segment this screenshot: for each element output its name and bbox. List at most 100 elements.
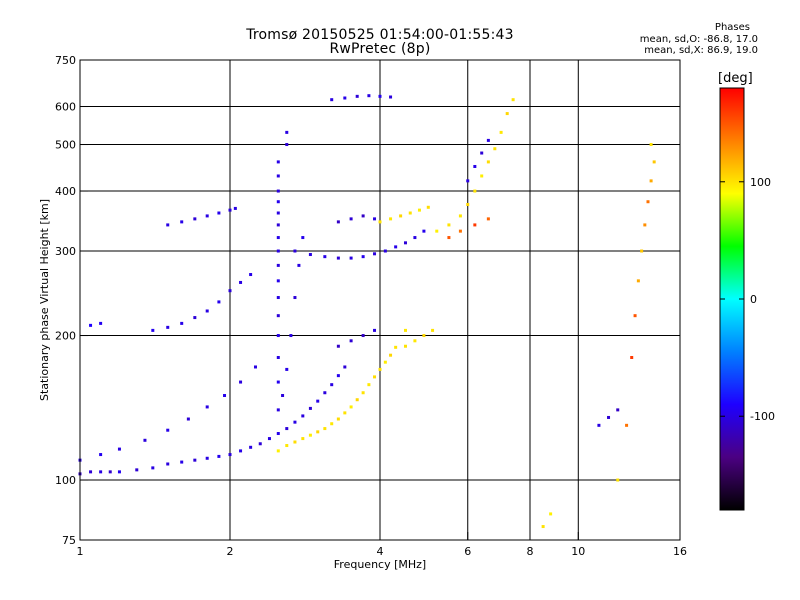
scatter-point	[373, 217, 377, 221]
scatter-point	[166, 462, 170, 466]
scatter-point	[505, 112, 509, 116]
scatter-point	[276, 200, 280, 204]
scatter-point	[408, 211, 412, 215]
scatter-point	[276, 355, 280, 359]
chart-title-line2: RwPretec (8p)	[329, 41, 431, 57]
scatter-point	[652, 160, 656, 164]
scatter-point	[166, 428, 170, 432]
scatter-points	[78, 94, 656, 529]
scatter-point	[276, 174, 280, 178]
scatter-point	[276, 211, 280, 215]
scatter-point	[422, 334, 426, 338]
scatter-point	[323, 391, 327, 395]
scatter-point	[389, 217, 393, 221]
x-tick-label: 1	[77, 545, 84, 558]
x-tick-label: 4	[377, 545, 384, 558]
scatter-point	[143, 438, 147, 442]
scatter-point	[205, 456, 209, 460]
scatter-point	[135, 468, 139, 472]
scatter-point	[276, 432, 280, 436]
scatter-point	[640, 249, 644, 253]
scatter-point	[426, 205, 430, 209]
scatter-point	[447, 236, 451, 240]
y-tick-label: 750	[55, 54, 76, 67]
x-tick-label: 2	[227, 545, 234, 558]
scatter-point	[361, 391, 365, 395]
x-tick-label: 10	[571, 545, 585, 558]
scatter-point	[276, 223, 280, 227]
y-axis-label: Stationary phase Virtual Height [km]	[38, 199, 51, 401]
scatter-point	[336, 344, 340, 348]
scatter-point	[636, 279, 640, 283]
scatter-point	[301, 437, 305, 441]
y-tick-label: 400	[55, 185, 76, 198]
scatter-point	[399, 214, 403, 218]
scatter-point	[285, 143, 289, 147]
scatter-point	[435, 229, 439, 233]
scatter-point	[343, 365, 347, 369]
scatter-point	[646, 200, 650, 204]
scatter-point	[616, 408, 620, 412]
scatter-point	[549, 512, 553, 516]
scatter-point	[378, 220, 382, 224]
scatter-point	[285, 130, 289, 134]
scatter-point	[217, 454, 221, 458]
scatter-point	[486, 217, 490, 221]
scatter-point	[249, 273, 253, 277]
scatter-point	[633, 314, 637, 318]
scatter-point	[180, 460, 184, 464]
scatter-point	[166, 223, 170, 227]
scatter-point	[383, 360, 387, 364]
scatter-point	[293, 440, 297, 444]
scatter-point	[355, 94, 359, 98]
scatter-point	[267, 437, 271, 441]
scatter-point	[458, 214, 462, 218]
scatter-point	[276, 314, 280, 318]
scatter-point	[336, 374, 340, 378]
scatter-point	[186, 417, 190, 421]
scatter-point	[511, 98, 515, 102]
scatter-point	[413, 339, 417, 343]
scatter-point	[297, 263, 301, 267]
scatter-point	[228, 453, 232, 457]
scatter-point	[276, 334, 280, 338]
scatter-point	[239, 449, 243, 453]
scatter-point	[117, 470, 121, 474]
scatter-point	[383, 249, 387, 253]
y-tick-label: 100	[55, 474, 76, 487]
scatter-point	[349, 405, 353, 409]
y-tick-label: 600	[55, 101, 76, 114]
scatter-point	[361, 334, 365, 338]
scatter-point	[378, 94, 382, 98]
scatter-point	[253, 365, 257, 369]
x-tick-label: 16	[673, 545, 687, 558]
scatter-point	[228, 208, 232, 212]
scatter-point	[486, 160, 490, 164]
scatter-point	[89, 470, 93, 474]
scatter-point	[293, 296, 297, 300]
scatter-point	[323, 255, 327, 259]
scatter-point	[217, 211, 221, 215]
scatter-point	[276, 449, 280, 453]
scatter-point	[276, 380, 280, 384]
scatter-point	[285, 444, 289, 448]
scatter-point	[205, 405, 209, 409]
scatter-point	[466, 202, 470, 206]
scatter-point	[281, 394, 285, 398]
y-tick-label: 300	[55, 245, 76, 258]
scatter-point	[228, 289, 232, 293]
scatter-point	[422, 229, 426, 233]
scatter-point	[205, 214, 209, 218]
scatter-point	[308, 433, 312, 437]
scatter-point	[301, 414, 305, 418]
scatter-point	[486, 138, 490, 142]
scatter-point	[389, 353, 393, 357]
scatter-point	[316, 430, 320, 434]
x-tick-label: 6	[464, 545, 471, 558]
scatter-point	[276, 160, 280, 164]
scatter-point	[276, 263, 280, 267]
scatter-point	[499, 130, 503, 134]
scatter-point	[413, 236, 417, 240]
scatter-point	[239, 280, 243, 284]
y-tick-label: 200	[55, 330, 76, 343]
